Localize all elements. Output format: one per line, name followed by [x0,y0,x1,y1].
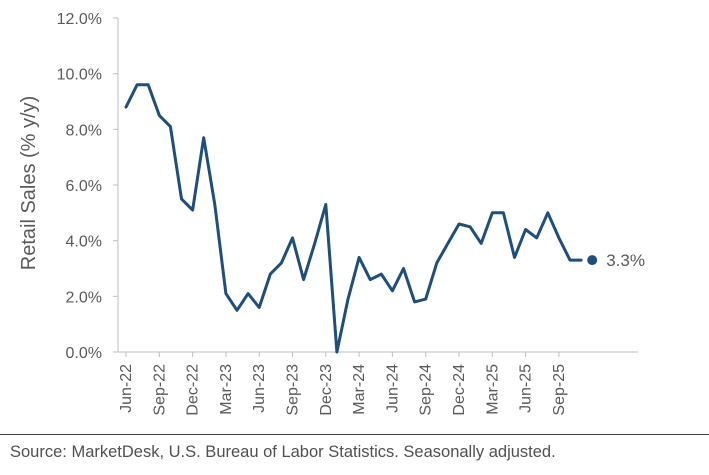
x-tick-label: Jun-22 [118,364,135,413]
x-tick-label: Jun-23 [251,364,268,413]
end-point-marker [587,255,598,266]
x-tick-label: Jun-25 [518,364,535,413]
x-tick-label: Jun-24 [384,364,401,413]
source-note: Source: MarketDesk, U.S. Bureau of Labor… [10,443,556,461]
retail-sales-chart: 0.0% 2.0% 4.0% 6.0% 8.0% 10.0% 12.0% Jun-22 Sep… [18,11,645,416]
x-tick-label: Sep-23 [285,364,302,416]
series-group: 3.3% [124,83,645,354]
x-tick-label: Dec-23 [318,364,335,416]
x-tick-label: Mar-24 [351,364,368,415]
y-tick-label: 8.0% [66,122,102,139]
y-tick-label: 10.0% [57,67,102,84]
source-divider [0,434,709,435]
x-tick-label: Mar-25 [484,364,501,415]
series-line [124,83,583,354]
x-tick-label: Sep-24 [418,364,435,416]
y-axis: 0.0% 2.0% 4.0% 6.0% 8.0% 10.0% 12.0% [57,11,119,362]
y-tick-label: 4.0% [66,234,102,251]
x-tick-label: Mar-23 [218,364,235,415]
x-axis: Jun-22 Sep-22 Dec-22 Mar-23 Jun-23 Sep-23 Dec-… [118,351,638,416]
y-tick-label: 12.0% [57,11,102,28]
y-tick-label: 2.0% [66,289,102,306]
y-tick-label: 6.0% [66,178,102,195]
y-axis-label: Retail Sales (% y/y) [18,96,40,271]
x-tick-label: Dec-22 [185,364,202,416]
x-tick-label: Sep-25 [551,364,568,416]
end-point-label: 3.3% [606,251,645,270]
x-tick-label: Sep-22 [151,364,168,416]
x-tick-label: Dec-24 [451,364,468,416]
y-tick-label: 0.0% [66,345,102,362]
